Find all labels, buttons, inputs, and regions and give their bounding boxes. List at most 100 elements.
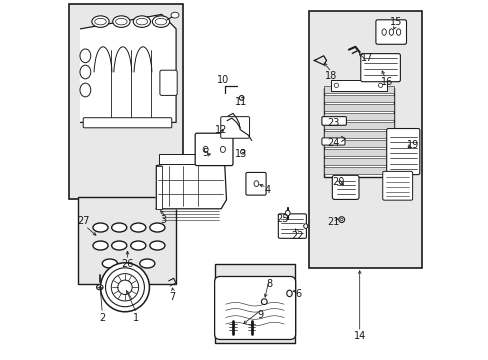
Text: 1: 1 [133,312,139,323]
Text: 11: 11 [234,96,246,107]
Bar [330,80,386,91]
Text: 7: 7 [169,292,175,302]
FancyBboxPatch shape [278,214,306,238]
Text: 16: 16 [380,77,392,87]
Ellipse shape [130,241,145,250]
Ellipse shape [338,217,344,222]
Bar [324,167,393,174]
Text: 27: 27 [77,216,89,226]
Ellipse shape [203,146,208,153]
Ellipse shape [93,241,108,250]
Text: 2: 2 [99,312,105,323]
Ellipse shape [261,299,266,305]
Ellipse shape [285,210,289,216]
Ellipse shape [80,65,91,79]
Ellipse shape [155,18,166,25]
Text: 24: 24 [327,138,339,148]
Circle shape [111,274,139,301]
Bar [159,154,222,164]
FancyBboxPatch shape [321,138,344,145]
Text: 5: 5 [202,148,207,158]
Text: 6: 6 [295,289,301,300]
Bar [324,140,393,147]
Bar [324,158,393,165]
Ellipse shape [333,83,338,87]
Circle shape [105,268,144,307]
Bar [324,86,393,93]
Ellipse shape [115,18,127,25]
FancyBboxPatch shape [375,20,406,44]
Ellipse shape [240,150,244,154]
Text: 4: 4 [264,185,270,195]
FancyBboxPatch shape [214,276,295,339]
Polygon shape [89,47,165,122]
Bar [324,95,393,102]
Bar [69,4,183,199]
Ellipse shape [152,16,169,27]
FancyBboxPatch shape [332,175,358,199]
Polygon shape [156,157,226,209]
Text: 17: 17 [360,53,372,63]
Text: 14: 14 [353,330,365,341]
Bar [78,197,176,284]
Text: 10: 10 [216,75,228,85]
Ellipse shape [340,218,342,221]
Ellipse shape [111,223,126,232]
Bar [324,104,393,111]
Ellipse shape [130,223,145,232]
FancyBboxPatch shape [382,171,412,200]
Bar [324,113,393,120]
FancyBboxPatch shape [245,172,265,195]
Ellipse shape [93,223,108,232]
Ellipse shape [133,16,150,27]
Ellipse shape [286,290,292,297]
Bar [324,149,393,156]
Text: 23: 23 [327,118,339,128]
Ellipse shape [381,29,386,35]
FancyBboxPatch shape [386,129,419,175]
Ellipse shape [96,285,103,290]
Bar [156,166,162,209]
Polygon shape [81,14,176,122]
Text: 9: 9 [257,310,263,320]
Circle shape [118,280,132,294]
Text: 8: 8 [266,279,272,289]
Text: 15: 15 [389,17,401,27]
Bar [324,131,393,138]
Ellipse shape [303,224,307,229]
Bar [324,122,393,129]
FancyBboxPatch shape [321,117,346,125]
Circle shape [101,263,149,312]
Text: 12: 12 [214,125,227,135]
Text: 26: 26 [121,258,133,269]
Ellipse shape [95,18,106,25]
Ellipse shape [92,16,109,27]
Text: 18: 18 [324,71,336,81]
FancyBboxPatch shape [360,54,400,82]
Ellipse shape [136,18,147,25]
Bar [323,88,393,177]
Text: 3: 3 [160,215,166,225]
Ellipse shape [171,12,179,18]
Ellipse shape [220,146,225,153]
Text: 21: 21 [327,217,339,228]
Text: 13: 13 [234,149,246,159]
Ellipse shape [80,83,91,97]
Ellipse shape [102,259,117,268]
Ellipse shape [254,181,258,186]
Text: 20: 20 [332,177,345,187]
Ellipse shape [113,16,130,27]
Ellipse shape [111,241,126,250]
Ellipse shape [388,29,393,35]
FancyBboxPatch shape [195,133,232,166]
Text: 25: 25 [276,214,288,224]
FancyBboxPatch shape [160,70,177,95]
Ellipse shape [140,259,155,268]
FancyBboxPatch shape [83,118,171,128]
Bar [215,264,294,343]
Text: 19: 19 [406,140,418,150]
Ellipse shape [149,241,164,250]
Ellipse shape [80,49,91,63]
Ellipse shape [396,29,400,35]
Ellipse shape [239,96,244,100]
